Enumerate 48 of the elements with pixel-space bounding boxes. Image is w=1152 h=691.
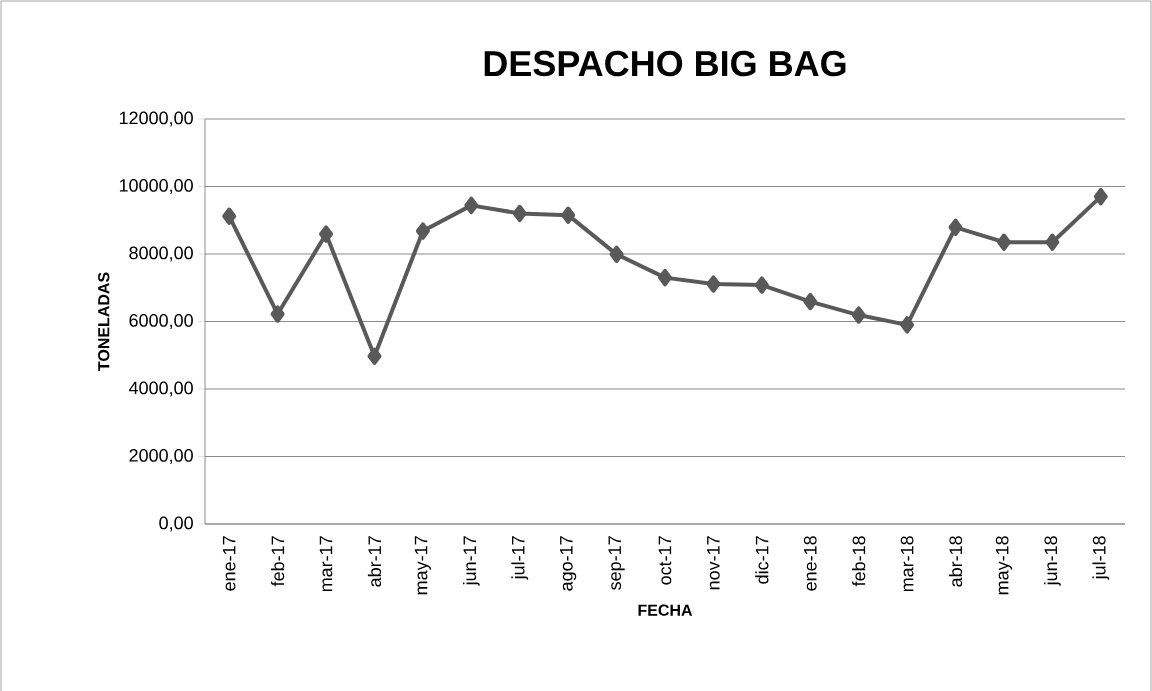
y-tick-label: 4000,00 (128, 381, 193, 397)
point (996, 233, 1011, 251)
x-tick-label: ene-17 (222, 536, 236, 591)
point (900, 316, 915, 334)
x-tick-label: feb-17 (271, 536, 285, 587)
point (270, 305, 285, 323)
x-tick-label: ago-17 (560, 536, 577, 591)
y-tick-label: 0,00 (159, 516, 193, 532)
y-tick-label: 6000,00 (129, 314, 193, 329)
point (222, 207, 237, 225)
x-tick-label: jun-17 (462, 536, 480, 586)
chart-title: DESPACHO BIG BAG (484, 50, 846, 77)
x-tick-label: mar-17 (319, 536, 333, 592)
x-tick-label: jul-17 (511, 536, 529, 580)
y-tick-label: 12000,00 (119, 111, 193, 127)
point (658, 268, 673, 287)
x-tick-label: dic-17 (755, 536, 769, 584)
point (319, 225, 334, 243)
y-tick-label: 8000,00 (129, 246, 193, 262)
y-tick-label: 2000,00 (129, 449, 193, 464)
x-tick-label: feb-18 (852, 536, 866, 587)
point (1045, 233, 1060, 251)
point (561, 206, 576, 224)
point (415, 222, 430, 240)
x-tick-label: may-18 (995, 536, 1013, 595)
point (512, 204, 527, 223)
x-tick-label: ene-18 (803, 536, 817, 591)
x-tick-label: oct-17 (658, 536, 672, 585)
y-axis-title: TONELADAS (98, 272, 110, 371)
point (464, 196, 479, 215)
x-tick-label: nov-17 (707, 536, 720, 590)
point (803, 292, 818, 311)
x-tick-label: sep-17 (608, 536, 625, 590)
x-tick-label: jul-18 (1092, 536, 1110, 580)
point (1093, 187, 1108, 206)
x-tick-label: abr-17 (367, 536, 382, 587)
x-tick-label: abr-18 (948, 536, 963, 587)
point (706, 275, 721, 293)
point (609, 245, 624, 263)
point (851, 306, 866, 324)
x-tick-label: jun-18 (1043, 536, 1061, 586)
point (754, 276, 769, 294)
point (367, 347, 382, 365)
x-tick-label: may-17 (414, 536, 431, 595)
y-tick-label: 10000,00 (119, 179, 193, 194)
x-tick-label: mar-18 (900, 536, 914, 592)
point (948, 218, 963, 236)
x-axis-title: FECHA (638, 604, 693, 616)
